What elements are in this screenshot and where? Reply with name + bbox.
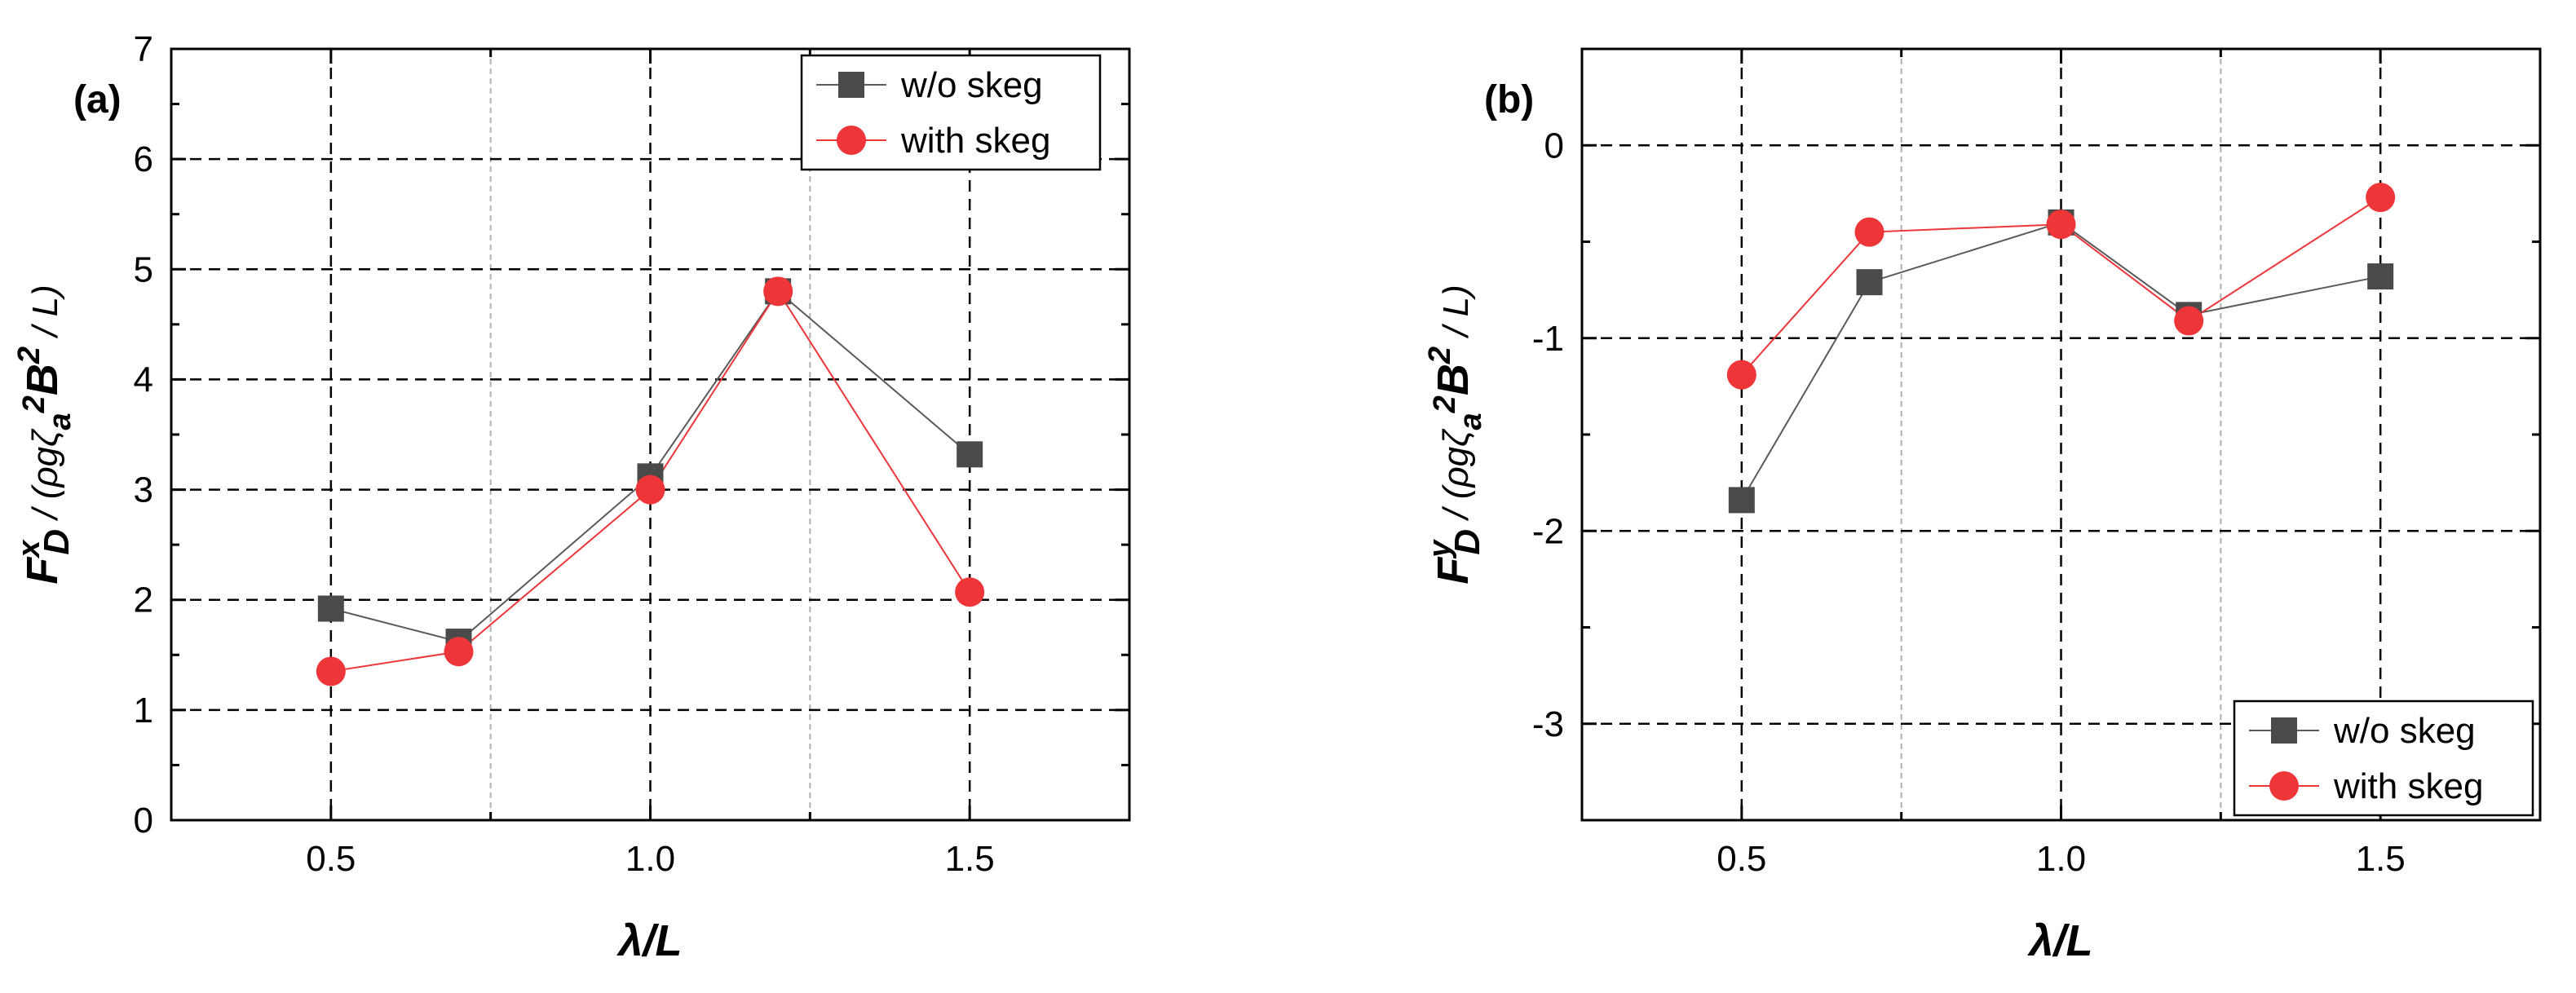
legend-label: w/o skeg: [900, 65, 1043, 105]
y-tick-label: -2: [1532, 511, 1564, 551]
x-tick-label: 1.5: [2356, 839, 2406, 879]
y-label-sup3: 2: [1423, 346, 1457, 364]
y-label-sub: D: [37, 529, 77, 555]
y-tick-label: 1: [134, 691, 153, 730]
y-label-base: F: [18, 556, 67, 585]
y-label-sup: x: [12, 539, 46, 559]
y-tick-label: 3: [134, 470, 153, 510]
y-tick-label: -3: [1532, 704, 1564, 744]
legend-label: with skeg: [2333, 766, 2483, 806]
data-point-wo-skeg: [2367, 263, 2394, 290]
legend-marker-circle: [2269, 771, 2299, 801]
data-point-with-skeg: [2174, 306, 2204, 336]
x-tick-label: 1.0: [625, 839, 675, 879]
y-tick-label: 4: [134, 360, 153, 399]
data-point-with-skeg: [1854, 217, 1885, 247]
data-point-with-skeg: [955, 577, 985, 607]
legend-label: w/o skeg: [2333, 711, 2476, 751]
data-point-with-skeg: [316, 656, 346, 686]
x-tick-label: 1.0: [2036, 839, 2086, 879]
panel-label: (a): [73, 78, 122, 121]
y-axis-label: FxD / (ρgζa2B2 / L): [12, 285, 77, 585]
y-tick-label: 0: [1544, 126, 1564, 166]
y-label-sup2: 2: [1428, 395, 1462, 413]
x-axis-label: λ/L: [616, 916, 682, 965]
y-tick-label: 0: [134, 801, 153, 841]
y-label-sub2: a: [43, 413, 77, 430]
data-point-with-skeg: [2366, 183, 2396, 213]
x-tick-label: 0.5: [306, 839, 356, 879]
x-tick-label: 0.5: [1717, 839, 1766, 879]
data-point-with-skeg: [1726, 360, 1756, 390]
data-point-with-skeg: [763, 276, 793, 307]
y-label-tail: B: [1429, 364, 1478, 395]
legend-marker-circle: [837, 126, 866, 155]
y-tick-label: 2: [134, 580, 153, 620]
legend-marker-square: [838, 72, 864, 98]
y-tick-label: -1: [1532, 319, 1564, 359]
y-label-mid: / (ρgζ: [1436, 428, 1476, 529]
data-point-wo-skeg: [957, 441, 983, 468]
legend: w/o skeg with skeg: [800, 54, 1102, 171]
data-point-wo-skeg: [1856, 269, 1883, 296]
legend-marker-square: [2271, 717, 2297, 744]
x-axis-label: λ/L: [2026, 916, 2092, 965]
legend-label: with skeg: [900, 121, 1050, 161]
y-label-sup3: 2: [12, 346, 46, 364]
y-tick-label: 6: [134, 139, 153, 179]
y-label-sup: y: [1423, 539, 1457, 559]
y-label-sub2: a: [1454, 413, 1488, 430]
data-point-with-skeg: [444, 637, 474, 667]
y-tick-label: 7: [134, 29, 153, 69]
data-point-with-skeg: [2046, 210, 2076, 240]
y-tick-label: 5: [134, 249, 153, 289]
data-point-wo-skeg: [1728, 487, 1755, 514]
chart-panel-b: 0.5 1.0 1.5 -3 -2 -1 0 w/o skeg with skeg (b) λ/L F…: [1423, 47, 2542, 965]
y-label-mid: / (ρgζ: [25, 428, 65, 529]
y-label-tail: B: [18, 364, 67, 395]
y-label-end: / L): [1436, 285, 1476, 346]
y-label-sup2: 2: [17, 395, 51, 413]
y-label-sub: D: [1447, 529, 1487, 555]
chart-panel-a: 0.5 1.0 1.5 0 1 2 3 4 5 6 7 w/o skeg with skeg (a) λ/L…: [12, 29, 1131, 965]
y-label-end: / L): [25, 285, 65, 346]
data-point-with-skeg: [635, 474, 665, 505]
y-axis-label: FyD / (ρgζa2B2 / L): [1423, 285, 1488, 585]
panel-label: (b): [1484, 78, 1534, 121]
data-point-wo-skeg: [317, 595, 344, 622]
x-tick-label: 1.5: [945, 839, 995, 879]
legend: w/o skeg with skeg: [2233, 700, 2534, 817]
y-label-base: F: [1429, 556, 1478, 585]
